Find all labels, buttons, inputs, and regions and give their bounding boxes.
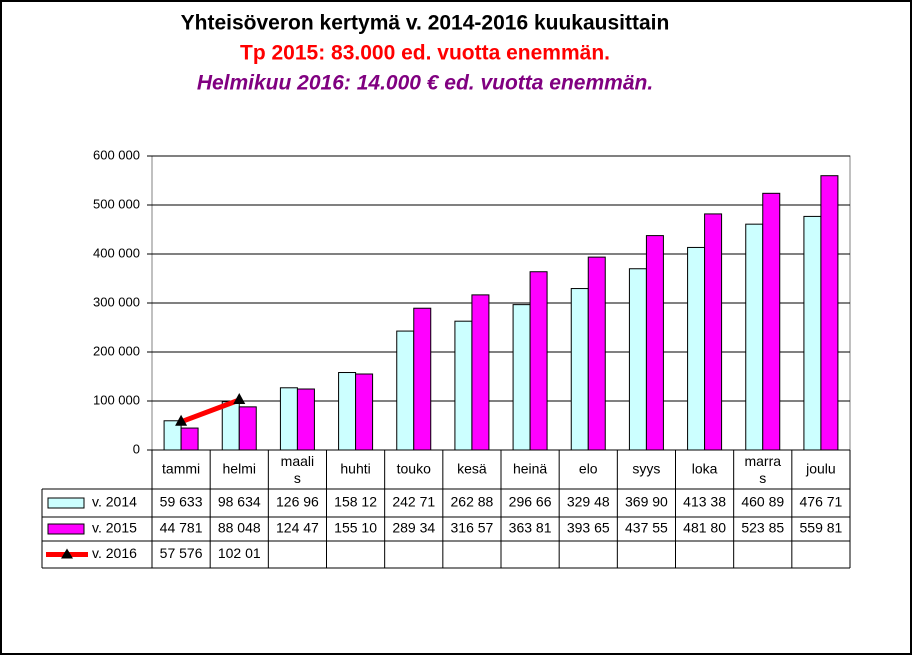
x-tick-label: marra s (744, 453, 781, 486)
data-label: 363 81 (509, 520, 552, 536)
legend-marker (61, 548, 73, 559)
bar (355, 373, 374, 451)
bar (471, 294, 490, 451)
data-label: 413 38 (683, 494, 726, 510)
legend-swatch (47, 523, 85, 535)
data-label: 559 81 (800, 520, 843, 536)
x-tick-label: elo (579, 461, 598, 477)
chart-subtitle: Tp 2015: 83.000 ed. vuotta enemmän. (240, 42, 610, 65)
bar (687, 246, 706, 451)
legend-label: v. 2016 (92, 545, 137, 561)
bar (238, 406, 257, 451)
bar (570, 288, 589, 451)
data-label: 155 10 (334, 520, 377, 536)
bar (338, 372, 357, 451)
y-tick-label: 200 000 (93, 343, 140, 358)
bar (296, 388, 315, 451)
data-label: 158 12 (334, 494, 377, 510)
data-label: 57 576 (160, 545, 203, 561)
data-label: 296 66 (509, 494, 552, 510)
bar (820, 175, 839, 451)
bar (529, 271, 548, 451)
bar (396, 330, 415, 451)
line (180, 397, 241, 425)
bar (628, 268, 647, 451)
x-tick-label: tammi (162, 461, 200, 477)
data-label: 393 65 (567, 520, 610, 536)
y-tick-label: 0 (133, 441, 140, 456)
chart-title: Yhteisöveron kertymä v. 2014-2016 kuukau… (181, 12, 670, 35)
y-tick-label: 500 000 (93, 196, 140, 211)
y-tick-label: 300 000 (93, 294, 140, 309)
bar (180, 427, 199, 451)
data-label: 242 71 (392, 494, 435, 510)
bar (221, 401, 240, 451)
data-label: 460 89 (741, 494, 784, 510)
bar (413, 307, 432, 451)
x-tick-label: touko (397, 461, 431, 477)
x-tick-label: heinä (513, 461, 547, 477)
data-label: 476 71 (800, 494, 843, 510)
y-tick-label: 600 000 (93, 147, 140, 162)
bar (279, 387, 298, 451)
data-label: 262 88 (451, 494, 494, 510)
legend-label: v. 2015 (92, 520, 137, 536)
marker (175, 414, 188, 426)
legend-swatch (47, 497, 85, 509)
x-tick-label: loka (692, 461, 718, 477)
data-label: 124 47 (276, 520, 319, 536)
annotation: Helmikuu 2016: 14.000 € ed. vuotta enemm… (197, 72, 653, 95)
data-label: 88 048 (218, 520, 261, 536)
x-tick-label: joulu (805, 461, 836, 477)
legend-label: v. 2014 (92, 494, 137, 510)
bar (645, 235, 664, 451)
bar (762, 192, 781, 451)
y-tick-label: 400 000 (93, 245, 140, 260)
data-label: 437 55 (625, 520, 668, 536)
x-tick-label: kesä (457, 461, 487, 477)
data-label: 289 34 (392, 520, 435, 536)
data-label: 329 48 (567, 494, 610, 510)
x-tick-label: maali s (281, 453, 314, 486)
marker (233, 393, 246, 405)
x-tick-label: helmi (223, 461, 256, 477)
bar (803, 215, 822, 451)
data-label: 59 633 (160, 494, 203, 510)
data-label: 369 90 (625, 494, 668, 510)
data-label: 98 634 (218, 494, 261, 510)
data-label: 102 01 (218, 545, 261, 561)
data-label: 126 96 (276, 494, 319, 510)
bar (745, 223, 764, 451)
bar (454, 320, 473, 451)
bar (704, 213, 723, 451)
data-label: 44 781 (160, 520, 203, 536)
x-tick-label: syys (632, 461, 660, 477)
data-label: 316 57 (451, 520, 494, 536)
bar (512, 304, 531, 451)
data-label: 523 85 (741, 520, 784, 536)
x-tick-label: huhti (340, 461, 370, 477)
bar (587, 256, 606, 451)
y-tick-label: 100 000 (93, 392, 140, 407)
data-label: 481 80 (683, 520, 726, 536)
